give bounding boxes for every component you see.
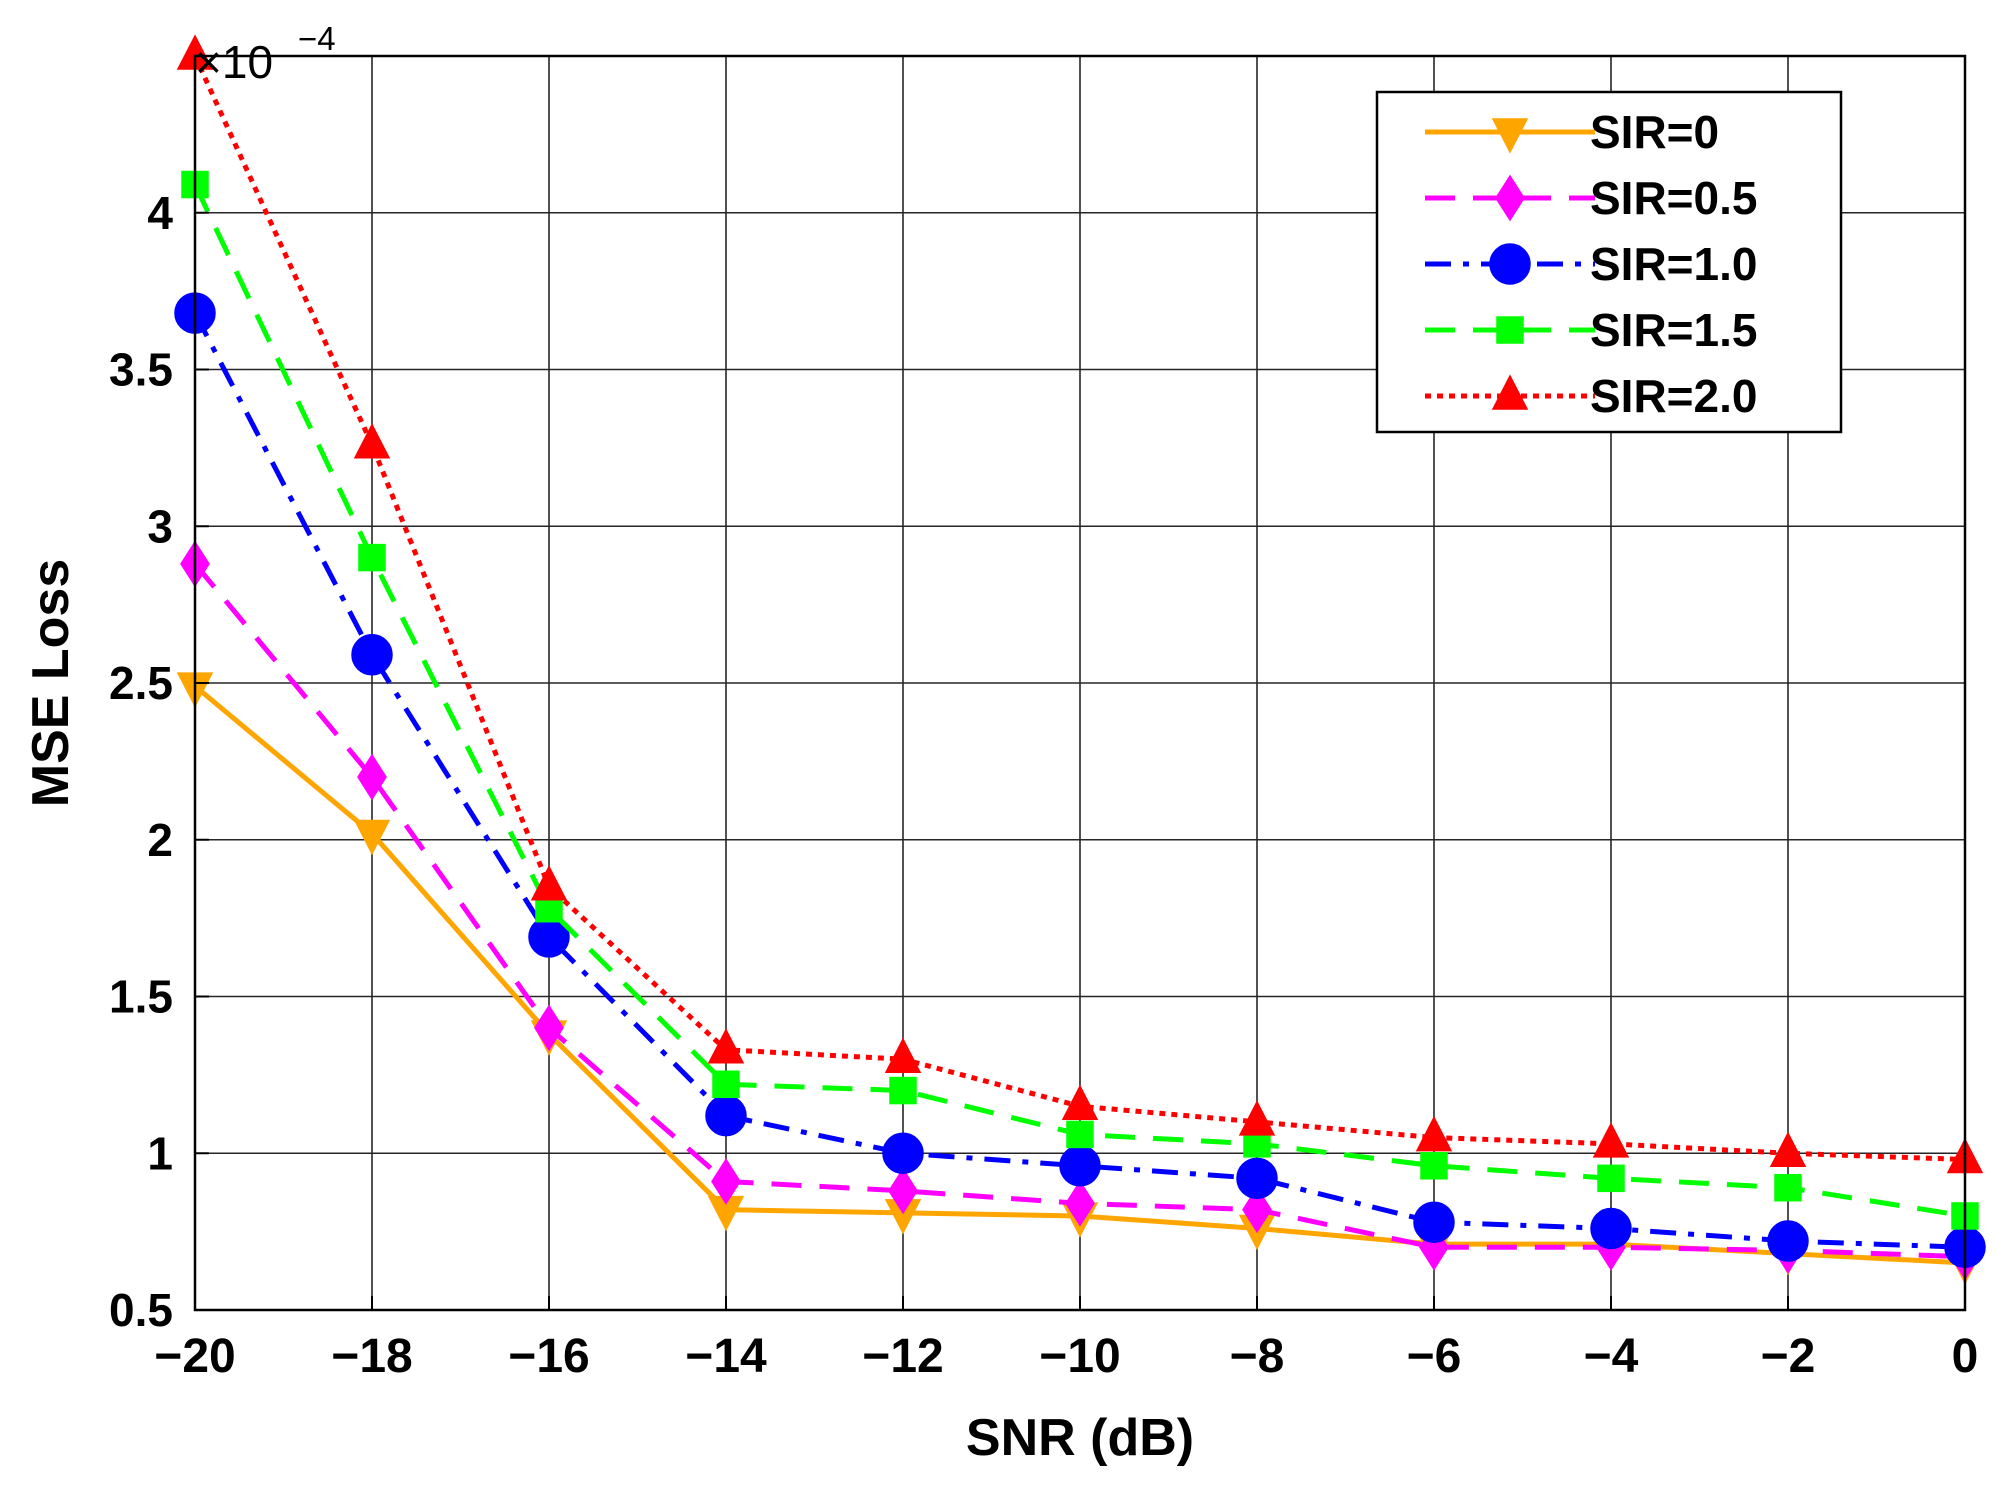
data-point <box>1059 1145 1101 1187</box>
data-point <box>1061 1084 1099 1120</box>
legend-label: SIR=0.5 <box>1590 172 1758 224</box>
data-point <box>884 1037 922 1073</box>
data-point <box>1238 1100 1276 1136</box>
legend: SIR=0 SIR=0.5 SIR=1.0 SIR=1.5 SIR=2.0 <box>1375 90 1843 434</box>
data-point <box>707 1028 745 1064</box>
data-point <box>1420 1152 1448 1180</box>
data-point <box>705 1094 747 1137</box>
data-point <box>889 1076 917 1105</box>
y-axis-multiplier: ×10 −4 <box>195 20 336 88</box>
data-point <box>1767 1220 1809 1262</box>
legend-label: SIR=2.0 <box>1590 370 1758 422</box>
x-tick-label: −12 <box>862 1330 943 1383</box>
legend-marker <box>1491 118 1529 154</box>
data-point <box>1242 1186 1272 1234</box>
x-tick-label: −8 <box>1230 1330 1285 1383</box>
data-point <box>358 543 386 572</box>
data-point <box>712 1070 740 1099</box>
data-point <box>1066 1120 1094 1149</box>
x-axis-label: SNR (dB) <box>966 1409 1194 1467</box>
x-tick-label: −20 <box>154 1330 235 1383</box>
y-tick-label: 1.5 <box>109 971 173 1023</box>
x-tick-label: −18 <box>331 1330 412 1383</box>
data-point <box>888 1167 918 1215</box>
legend-marker <box>1491 374 1529 410</box>
data-point <box>1413 1201 1455 1243</box>
y-tick-label: 2 <box>147 814 173 866</box>
data-point <box>1597 1164 1625 1193</box>
data-point <box>353 423 391 459</box>
y-tick-label: 2.5 <box>109 657 173 709</box>
data-point <box>351 634 393 676</box>
legend-marker <box>1496 316 1524 344</box>
data-point <box>1769 1131 1807 1167</box>
data-point <box>882 1132 924 1174</box>
data-point <box>1592 1122 1630 1158</box>
data-point <box>1236 1157 1278 1200</box>
data-point <box>1590 1207 1632 1250</box>
legend-label: SIR=0 <box>1590 106 1719 158</box>
y-axis-label: MSE Loss <box>22 559 80 808</box>
y-tick-label: 0.5 <box>109 1284 173 1336</box>
legend-item: SIR=0 <box>1425 106 1719 158</box>
legend-label: SIR=1.5 <box>1590 304 1758 356</box>
y-tick-label: 3 <box>147 500 173 552</box>
x-tick-label: −10 <box>1039 1330 1120 1383</box>
x-tick-label: −6 <box>1407 1330 1462 1383</box>
y-multiplier-base: ×10 <box>195 36 273 88</box>
legend-marker <box>1489 243 1531 285</box>
x-tick-label: 0 <box>1952 1330 1979 1383</box>
legend-item: SIR=2.0 <box>1425 370 1758 422</box>
legend-item: SIR=1.0 <box>1425 238 1758 290</box>
data-point <box>353 819 391 856</box>
data-point <box>1065 1180 1095 1227</box>
x-tick-label: −4 <box>1584 1330 1639 1383</box>
y-tick-label: 4 <box>147 187 173 239</box>
x-tick-label: −14 <box>685 1330 767 1383</box>
y-tick-label: 1 <box>147 1127 173 1179</box>
data-point <box>357 753 387 801</box>
data-point <box>711 1158 741 1205</box>
legend-box <box>1375 90 1843 434</box>
data-point <box>530 865 568 901</box>
data-point <box>534 1004 564 1052</box>
series-SIR=1.0 <box>174 292 1986 1269</box>
legend-item: SIR=1.5 <box>1425 304 1758 356</box>
legend-marker <box>1495 174 1525 222</box>
legend-label: SIR=1.0 <box>1590 238 1758 290</box>
x-tick-label: −2 <box>1761 1330 1816 1383</box>
x-tick-label: −16 <box>508 1330 589 1383</box>
y-multiplier-exponent: −4 <box>298 20 336 57</box>
y-tick-label: 3.5 <box>109 344 173 396</box>
data-point <box>1774 1173 1802 1202</box>
tick-labels: −20 −18 −16 −14 −12 −10 −8 −6 −4 −2 00.511.522.533… <box>109 187 1978 1383</box>
legend-item: SIR=0.5 <box>1425 172 1758 224</box>
data-point <box>1415 1115 1453 1152</box>
